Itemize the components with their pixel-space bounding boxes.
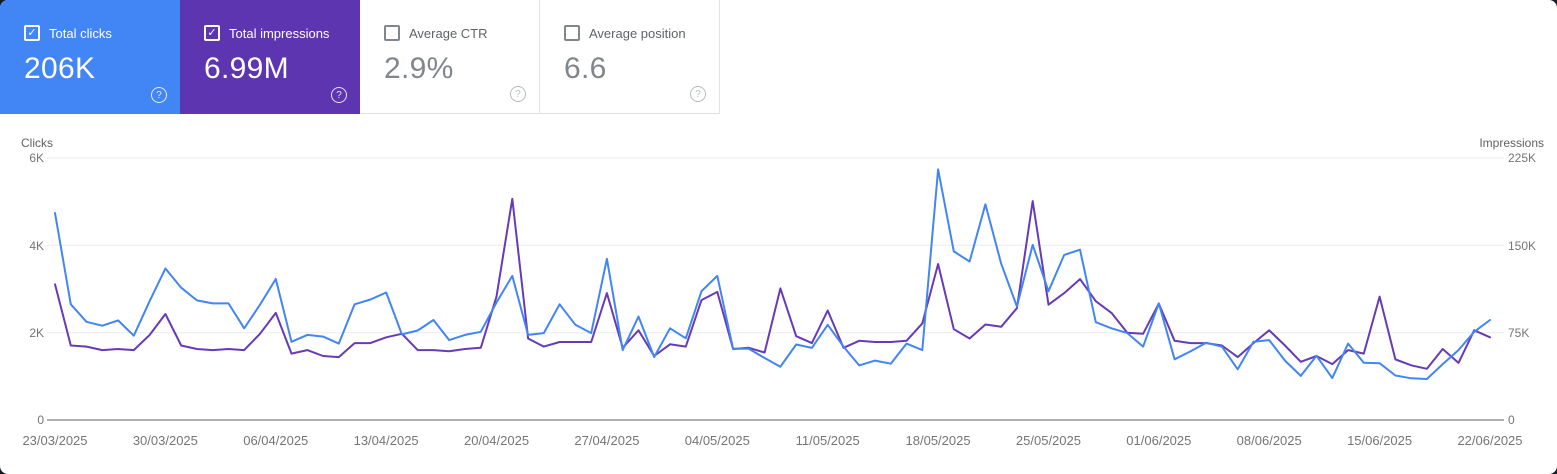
right-axis-tick: 150K xyxy=(1508,239,1537,253)
help-icon[interactable]: ? xyxy=(331,87,347,103)
total-clicks-card[interactable]: ✓ Total clicks 206K ? xyxy=(0,0,180,114)
total-clicks-label: Total clicks xyxy=(49,25,112,41)
x-axis-label: 04/05/2025 xyxy=(684,433,750,448)
x-axis-label: 27/04/2025 xyxy=(574,433,640,448)
impressions-line xyxy=(54,197,1491,370)
left-axis-tick: 0 xyxy=(37,413,44,427)
metric-cards: ✓ Total clicks 206K ? ✓ Total impression… xyxy=(0,0,720,114)
x-axis-label: 06/04/2025 xyxy=(243,433,309,448)
average-ctr-checkbox[interactable] xyxy=(384,25,400,41)
x-axis-label: 08/06/2025 xyxy=(1236,433,1302,448)
average-ctr-value: 2.9% xyxy=(384,52,454,85)
total-clicks-checkbox[interactable]: ✓ xyxy=(24,25,40,41)
right-axis-tick: 225K xyxy=(1508,151,1537,165)
x-axis-labels: 23/03/2025 30/03/2025 06/04/2025 13/04/2025… xyxy=(0,433,1557,453)
x-axis-label: 23/03/2025 xyxy=(22,433,88,448)
total-impressions-label: Total impressions xyxy=(229,25,330,41)
help-icon[interactable]: ? xyxy=(690,86,706,102)
average-position-value: 6.6 xyxy=(564,52,607,85)
x-axis-label: 01/06/2025 xyxy=(1126,433,1192,448)
x-axis-label: 25/05/2025 xyxy=(1015,433,1081,448)
x-axis-label: 15/06/2025 xyxy=(1347,433,1413,448)
help-icon[interactable]: ? xyxy=(151,87,167,103)
total-impressions-card[interactable]: ✓ Total impressions 6.99M ? xyxy=(180,0,360,114)
average-position-card[interactable]: Average position 6.6 ? xyxy=(540,0,720,114)
x-axis-label: 30/03/2025 xyxy=(132,433,198,448)
left-axis-title: Clicks xyxy=(21,136,53,150)
right-axis-tick: 75K xyxy=(1508,326,1530,340)
x-axis-label: 11/05/2025 xyxy=(795,433,860,448)
right-axis-tick: 0 xyxy=(1508,413,1515,427)
x-axis-label: 18/05/2025 xyxy=(905,433,971,448)
x-axis-label: 20/04/2025 xyxy=(463,433,530,448)
left-axis-tick: 6K xyxy=(29,151,44,165)
total-impressions-value: 6.99M xyxy=(204,52,289,85)
total-clicks-value: 206K xyxy=(24,52,96,85)
average-position-checkbox[interactable] xyxy=(564,25,580,41)
total-impressions-checkbox[interactable]: ✓ xyxy=(204,25,220,41)
average-ctr-card[interactable]: Average CTR 2.9% ? xyxy=(360,0,540,114)
clicks-line xyxy=(54,168,1491,380)
x-axis-label: 13/04/2025 xyxy=(353,433,419,448)
average-ctr-label: Average CTR xyxy=(409,25,488,41)
left-axis-tick: 2K xyxy=(29,326,44,340)
left-axis-tick: 4K xyxy=(29,239,44,253)
average-position-label: Average position xyxy=(589,25,686,41)
help-icon[interactable]: ? xyxy=(510,86,526,102)
right-axis-title: Impressions xyxy=(1479,136,1544,150)
x-axis-label: 22/06/2025 xyxy=(1457,433,1523,448)
